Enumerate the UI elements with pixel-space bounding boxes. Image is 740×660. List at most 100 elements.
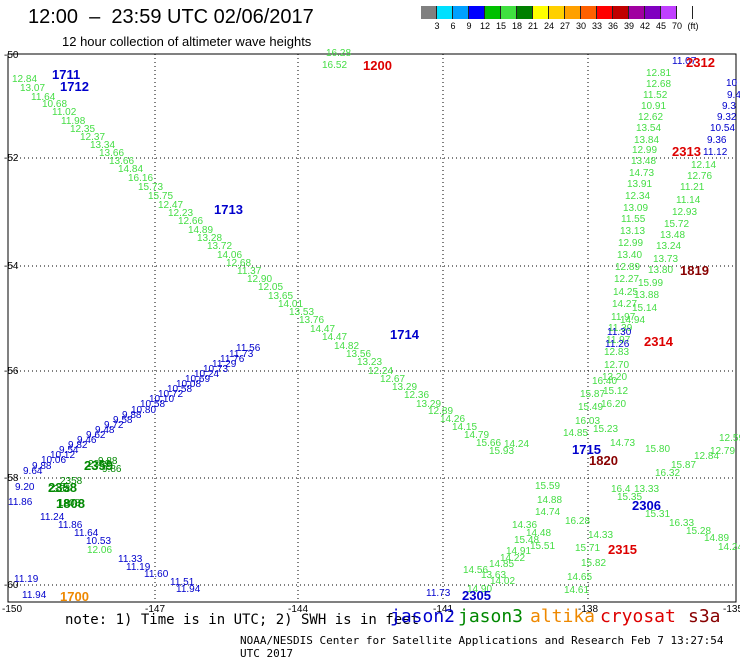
wave-height-reading: 14.06 <box>217 250 242 261</box>
wave-height-reading: 14.47 <box>310 324 335 335</box>
legend-swatch <box>533 6 549 19</box>
wave-height-reading: 14.65 <box>567 572 592 583</box>
wave-height-reading: 10.12 <box>50 450 75 461</box>
pass-time-label: 1819 <box>680 263 709 278</box>
wave-height-reading: 10.91 <box>641 101 666 112</box>
wave-height-reading: 11.86 <box>58 520 83 531</box>
wave-height-reading: 13.63 <box>481 570 506 581</box>
wave-height-reading: 10.58 <box>140 399 165 410</box>
legend-label: 70 <box>671 21 682 31</box>
color-legend <box>421 6 693 19</box>
wave-height-tracks: 12.8413.0711.6410.6811.0211.9812.3512.37… <box>8 48 740 601</box>
wave-height-reading: 15.14 <box>632 303 657 314</box>
wave-height-reading: 14.15 <box>452 422 477 433</box>
wave-height-reading: 14.74 <box>535 507 560 518</box>
wave-height-reading: 9.54 <box>59 445 79 456</box>
wave-height-reading: 12.05 <box>258 282 283 293</box>
wave-height-reading: 16.20 <box>601 399 626 410</box>
map-frame <box>7 53 737 603</box>
wave-height-reading: 12.81 <box>646 68 671 79</box>
wave-height-reading: 15.31 <box>645 509 670 520</box>
legend-swatch <box>677 6 693 19</box>
wave-height-reading: 16.28 <box>565 516 590 527</box>
lat-tick-label: -56 <box>4 366 19 377</box>
wave-height-reading: 13.73 <box>653 254 678 265</box>
wave-height-reading: 12.35 <box>70 124 95 135</box>
wave-height-reading: 12.79 <box>710 446 735 457</box>
wave-height-reading: 10.10 <box>149 394 174 405</box>
wave-height-reading: 14.02 <box>490 576 515 587</box>
wave-height-reading: 14.47 <box>322 332 347 343</box>
wave-height-reading: 11.94 <box>176 584 201 595</box>
wave-height-reading: 15.87 <box>580 389 605 400</box>
wave-height-reading: 12.89 <box>615 262 640 273</box>
wave-height-reading: 14.73 <box>610 438 635 449</box>
credit-line: NOAA/NESDIS Center for Satellite Applica… <box>240 634 724 660</box>
wave-height-reading: 11.60 <box>144 569 169 580</box>
wave-height-reading: 15.49 <box>578 402 603 413</box>
wave-height-reading: 10.72 <box>158 389 183 400</box>
pass-time-label: 2305 <box>462 588 491 603</box>
legend-label: 12 <box>479 21 490 31</box>
legend-label: 42 <box>639 21 650 31</box>
wave-height-reading: 13.48 <box>631 156 656 167</box>
wave-height-reading: 13.13 <box>620 226 645 237</box>
wave-height-reading: 15.72 <box>664 219 689 230</box>
lon-tick-label: -135 <box>723 604 740 615</box>
legend-swatch <box>629 6 645 19</box>
wave-height-reading: 15.66 <box>476 438 501 449</box>
wave-height-reading: 13.91 <box>627 179 652 190</box>
wave-height-reading: 10.69 <box>185 374 210 385</box>
wave-height-reading: 11.51 <box>170 577 195 588</box>
legend-label: 39 <box>623 21 634 31</box>
pass-time-label: 1820 <box>589 453 618 468</box>
wave-height-reading: 13.40 <box>617 250 642 261</box>
wave-height-reading: 15.87 <box>671 460 696 471</box>
legend-label: (ft) <box>687 21 699 31</box>
wave-height-reading: 15.73 <box>138 182 163 193</box>
legend-swatch <box>501 6 517 19</box>
wave-height-reading: 16.28 <box>326 48 351 59</box>
wave-height-reading: 9.46 <box>77 435 97 446</box>
wave-height-reading: 13.33 <box>634 484 659 495</box>
legend-label: 33 <box>591 21 602 31</box>
lon-tick-label: -147 <box>145 604 165 615</box>
wave-height-reading: 10.06 <box>41 455 66 466</box>
wave-height-reading: 13.24 <box>656 241 681 252</box>
wave-height-reading: 11.07 <box>672 56 697 67</box>
color-legend-labels: 3 6 9 12 15 18 21 24 27 30 33 36 39 42 45 70 (ft) <box>421 21 740 33</box>
wave-height-reading: 13.34 <box>90 140 115 151</box>
wave-height-reading: 16.4 <box>611 484 631 495</box>
wave-height-reading: 11.19 <box>126 562 151 573</box>
map-subtitle: 12 hour collection of altimeter wave hei… <box>62 34 312 49</box>
wave-height-reading: 14.01 <box>278 299 303 310</box>
map-title: 12:00 – 23:59 UTC 02/06/2017 <box>28 6 314 28</box>
wave-height-reading: 12.59 <box>719 433 740 444</box>
pass-time-label: 1712 <box>60 79 89 94</box>
lat-tick-label: -60 <box>4 580 19 591</box>
wave-height-reading: 11.33 <box>118 554 143 565</box>
lon-tick-label: -144 <box>288 604 308 615</box>
legend-swatch <box>613 6 629 19</box>
legend-swatch <box>565 6 581 19</box>
wave-height-reading: 9.36 <box>707 135 727 146</box>
wave-height-reading: 2358 <box>48 484 71 495</box>
wave-height-reading: 13.72 <box>207 241 232 252</box>
map-grid <box>7 53 737 603</box>
wave-height-reading: 11.39 <box>608 323 633 334</box>
wave-height-reading: 11.12 <box>703 147 728 158</box>
pass-time-label: 2313 <box>672 144 701 159</box>
wave-height-reading: 11.14 <box>676 195 701 206</box>
legend-label: 36 <box>607 21 618 31</box>
pass-time-label: 2306 <box>632 498 661 513</box>
wave-height-reading: 14.85 <box>563 428 588 439</box>
wave-height-reading: 12.84 <box>694 451 719 462</box>
wave-height-reading: 12.67 <box>380 374 405 385</box>
wave-height-reading: 10 <box>726 78 738 89</box>
wave-height-reading: 9.3 <box>722 101 736 112</box>
wave-height-reading: 13.56 <box>346 349 371 360</box>
pass-time-label: 1715 <box>572 442 601 457</box>
wave-height-reading: 15.12 <box>603 386 628 397</box>
wave-height-reading: 11.21 <box>680 182 705 193</box>
